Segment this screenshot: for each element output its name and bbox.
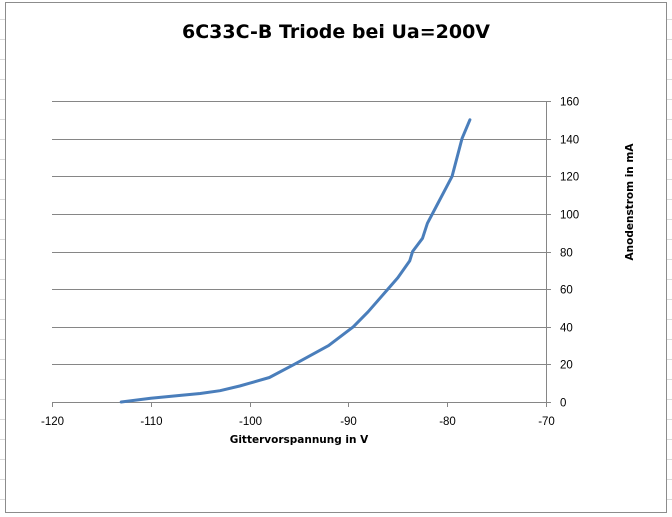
y-tick-label: 160 xyxy=(560,97,579,109)
y-tick-label: 60 xyxy=(560,285,573,297)
y-tick-label: 0 xyxy=(560,398,566,410)
y-tick-label: 100 xyxy=(560,210,579,222)
x-tick-label: -80 xyxy=(439,416,456,428)
chart-area[interactable] xyxy=(5,2,667,513)
x-tick-label: -110 xyxy=(140,416,162,428)
y-tick-label: 80 xyxy=(560,248,573,260)
x-tick-label: -90 xyxy=(340,416,357,428)
chart-title: 6C33C-B Triode bei Ua=200V xyxy=(182,21,490,43)
y-tick-label: 120 xyxy=(560,172,579,184)
series-line-anodenstrom xyxy=(119,118,472,404)
y-tick-label: 20 xyxy=(560,360,573,372)
x-axis-label: Gittervorspannung in V xyxy=(230,434,369,446)
y-tick-label: 40 xyxy=(560,323,573,335)
x-tick-label: -70 xyxy=(538,416,555,428)
x-tick-label: -100 xyxy=(239,416,262,428)
y-axis-label: Anodenstrom in mA xyxy=(624,143,636,261)
x-tick-label: -120 xyxy=(41,416,64,428)
y-tick-label: 140 xyxy=(560,135,579,147)
